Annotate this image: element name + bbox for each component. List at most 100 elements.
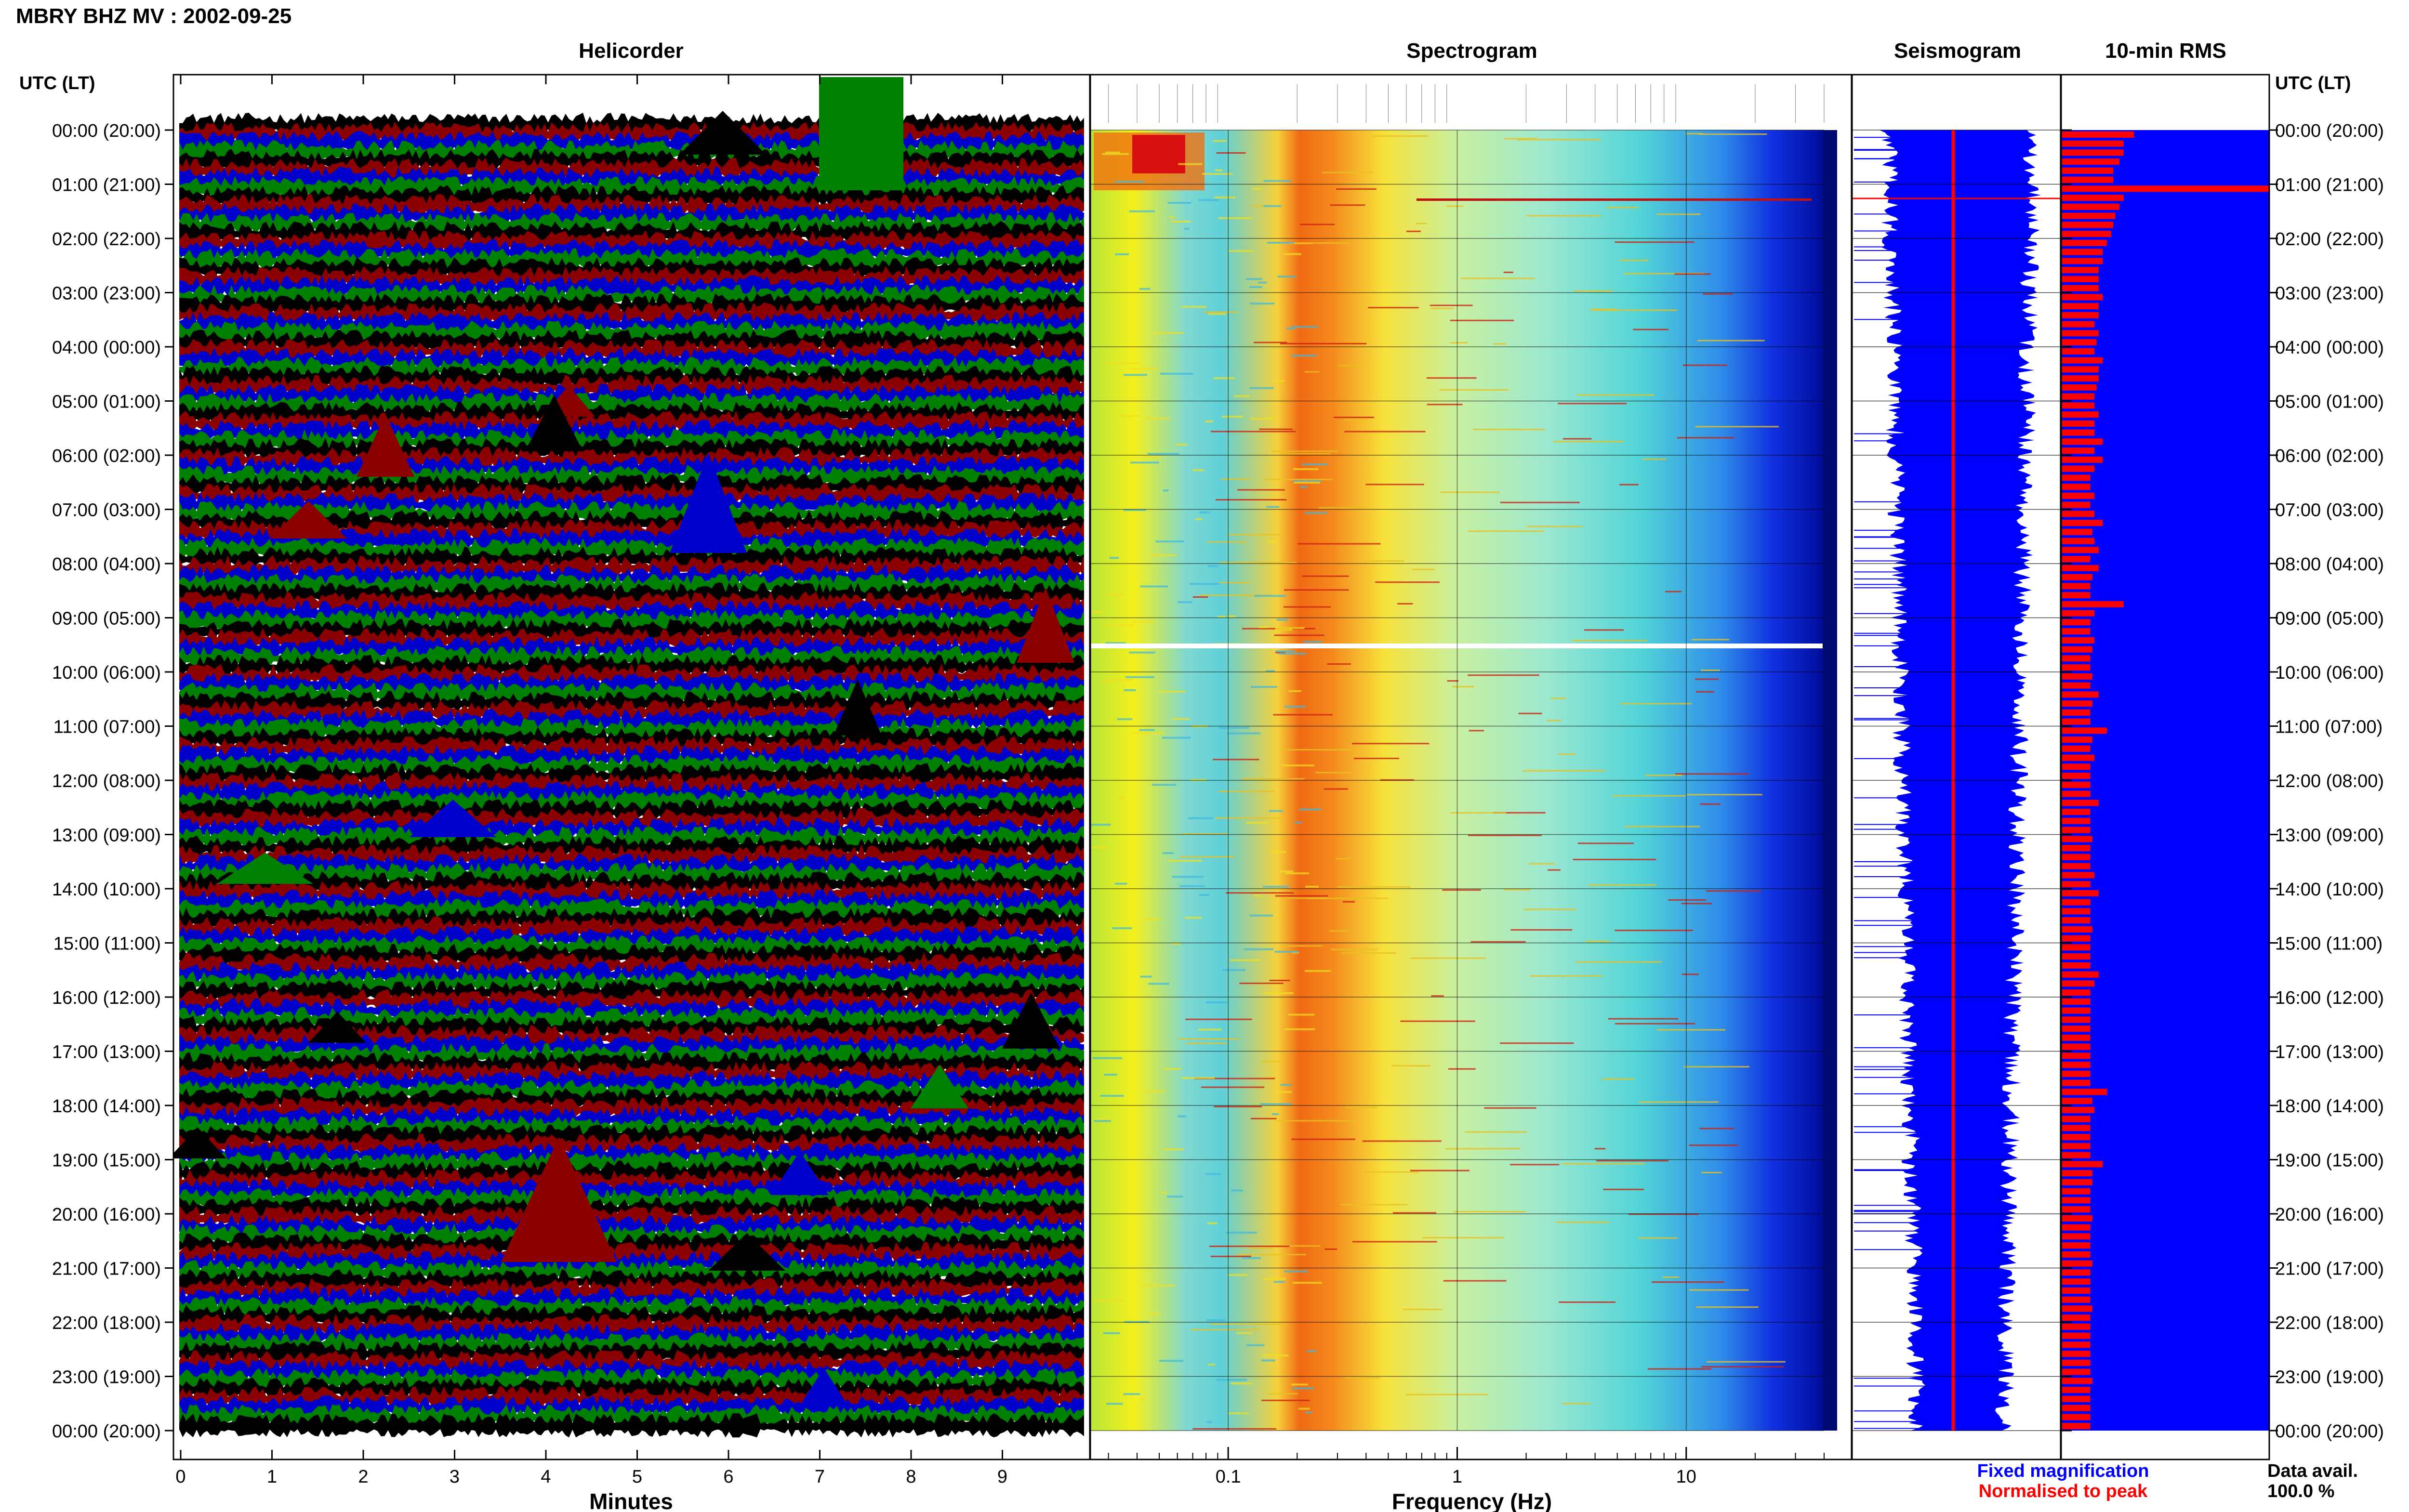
rms-bar <box>2061 312 2099 318</box>
rms-bar <box>2061 935 2091 942</box>
rms-bar <box>2061 781 2091 788</box>
rms-bar <box>2061 339 2097 346</box>
rms-bar <box>2061 1034 2091 1041</box>
time-label-right: 02:00 (22:00) <box>2275 229 2384 250</box>
helicorder-tick-label: 0 <box>175 1467 185 1487</box>
helicorder-event <box>708 1233 785 1271</box>
helicorder-event <box>410 800 496 837</box>
rms-bar <box>2061 637 2095 644</box>
rms-bar <box>2061 131 2134 138</box>
helicorder-event <box>270 501 347 539</box>
rms-bar <box>2061 709 2091 716</box>
rms-bar <box>2061 528 2092 535</box>
figure-title: MBRY BHZ MV : 2002-09-25 <box>16 4 291 28</box>
rms-bar <box>2061 303 2099 310</box>
rms-bar <box>2061 547 2099 553</box>
rms-bar <box>2061 402 2095 409</box>
time-label-left: 08:00 (04:00) <box>52 554 161 575</box>
rms-bar <box>2061 429 2095 436</box>
helicorder-event <box>834 679 882 736</box>
rms-bar <box>2061 1206 2091 1213</box>
rms-bar <box>2061 474 2091 481</box>
rms-bar <box>2061 727 2107 734</box>
time-label-right: 15:00 (11:00) <box>2275 934 2383 954</box>
rms-bar <box>2061 817 2091 824</box>
rms-bar <box>2061 1260 2092 1267</box>
legend-normalised: Normalised to peak <box>1979 1481 2148 1501</box>
rms-bar <box>2061 1296 2091 1303</box>
time-label-left: 14:00 (10:00) <box>52 880 161 900</box>
rms-bar <box>2061 140 2124 147</box>
time-label-right: 08:00 (04:00) <box>2275 554 2384 575</box>
rms-bar <box>2061 944 2091 951</box>
spectrogram-title: Spectrogram <box>1406 39 1537 63</box>
rms-bar <box>2061 538 2095 544</box>
rms-bar <box>2061 1007 2091 1014</box>
rms-bar <box>2061 1233 2091 1240</box>
rms-bar <box>2061 1152 2091 1158</box>
rms-bar <box>2061 854 2091 860</box>
data-avail-value: 100.0 % <box>2267 1481 2334 1501</box>
rms-bar <box>2061 1242 2091 1249</box>
helicorder-event <box>1017 588 1074 663</box>
rms-bar <box>2061 1351 2091 1357</box>
rms-bar <box>2061 1287 2091 1294</box>
time-label-left: 23:00 (19:00) <box>52 1367 161 1388</box>
time-label-right: 00:00 (20:00) <box>2275 121 2384 141</box>
rms-bar <box>2061 655 2091 662</box>
helicorder-tick-label: 2 <box>358 1467 368 1487</box>
helicorder-trace <box>179 1034 1084 1058</box>
rms-bar <box>2061 592 2091 599</box>
rms-bar <box>2061 176 2113 183</box>
rms-bar <box>2061 745 2091 752</box>
panel-frame <box>2060 74 2270 1460</box>
rms-bar <box>2061 1026 2091 1032</box>
rms-bar <box>2061 1269 2091 1276</box>
rms-bar <box>2061 827 2091 833</box>
rms-bar <box>2061 438 2103 445</box>
rms-bar <box>2061 619 2091 626</box>
rms-bar <box>2061 348 2095 355</box>
rms-bar <box>2061 1179 2092 1185</box>
right-axis-header: UTC (LT) <box>2275 73 2351 93</box>
rms-bar <box>2061 556 2091 563</box>
time-label-right: 05:00 (01:00) <box>2275 392 2384 412</box>
rms-title: 10-min RMS <box>2105 39 2226 63</box>
rms-bar <box>2061 321 2095 328</box>
rms-bar <box>2061 195 2124 201</box>
rms-bar <box>2061 890 2099 896</box>
rms-bar <box>2061 700 2092 707</box>
time-label-right: 06:00 (02:00) <box>2275 446 2384 466</box>
rms-bar <box>2061 366 2099 373</box>
rms-bar <box>2061 1387 2091 1394</box>
rms-bar <box>2061 276 2099 282</box>
rms-bar <box>2061 574 2092 580</box>
time-label-left: 00:00 (20:00) <box>52 121 161 141</box>
rms-bar <box>2061 167 2113 174</box>
rms-bar <box>2061 926 2092 933</box>
time-label-left: 01:00 (21:00) <box>52 175 161 196</box>
rms-bar <box>2061 836 2092 842</box>
time-label-left: 11:00 (07:00) <box>53 717 161 737</box>
rms-bar <box>2061 1116 2091 1122</box>
rms-bar <box>2061 872 2095 879</box>
time-label-right: 07:00 (03:00) <box>2275 500 2384 521</box>
helicorder-tick-label: 7 <box>815 1467 825 1487</box>
rms-bar <box>2061 1395 2091 1402</box>
helicorder-event <box>308 1012 366 1043</box>
helicorder-trace <box>179 1277 1084 1302</box>
rms-bar <box>2061 809 2091 815</box>
rms-bar <box>2061 1062 2091 1068</box>
rms-bar <box>2061 1016 2091 1023</box>
time-label-left: 06:00 (02:00) <box>52 446 161 466</box>
time-label-right: 21:00 (17:00) <box>2275 1259 2384 1279</box>
rms-bar <box>2061 998 2091 1005</box>
rms-bar <box>2061 239 2107 246</box>
legend-fixed: Fixed magnification <box>1977 1461 2149 1481</box>
time-label-left: 20:00 (16:00) <box>52 1205 161 1225</box>
time-label-right: 14:00 (10:00) <box>2275 880 2384 900</box>
time-label-left: 03:00 (23:00) <box>52 284 161 304</box>
rms-bar <box>2061 800 2099 806</box>
time-label-left: 05:00 (01:00) <box>52 392 161 412</box>
